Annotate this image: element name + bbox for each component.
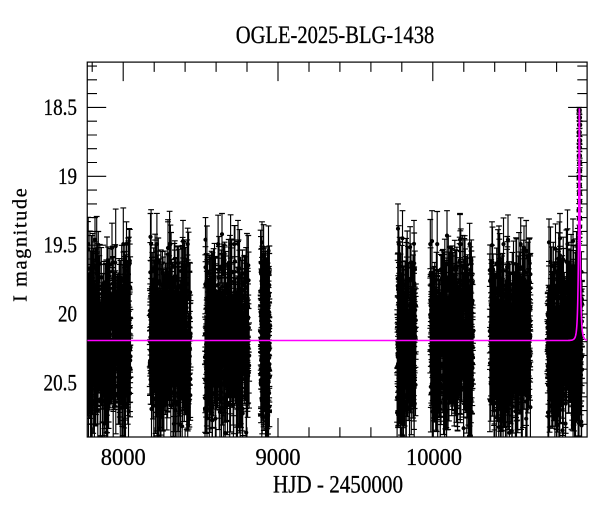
svg-text:20: 20: [58, 302, 77, 328]
svg-text:OGLE-2025-BLG-1438: OGLE-2025-BLG-1438: [236, 20, 435, 49]
svg-text:HJD - 2450000: HJD - 2450000: [273, 471, 403, 498]
svg-text:8000: 8000: [101, 445, 146, 471]
svg-text:19.5: 19.5: [44, 233, 78, 259]
svg-text:10000: 10000: [406, 445, 462, 471]
svg-text:19: 19: [58, 164, 77, 190]
svg-text:I magnitude: I magnitude: [10, 188, 32, 302]
svg-text:20.5: 20.5: [44, 371, 78, 397]
svg-text:9000: 9000: [256, 445, 301, 471]
svg-text:18.5: 18.5: [44, 95, 78, 121]
